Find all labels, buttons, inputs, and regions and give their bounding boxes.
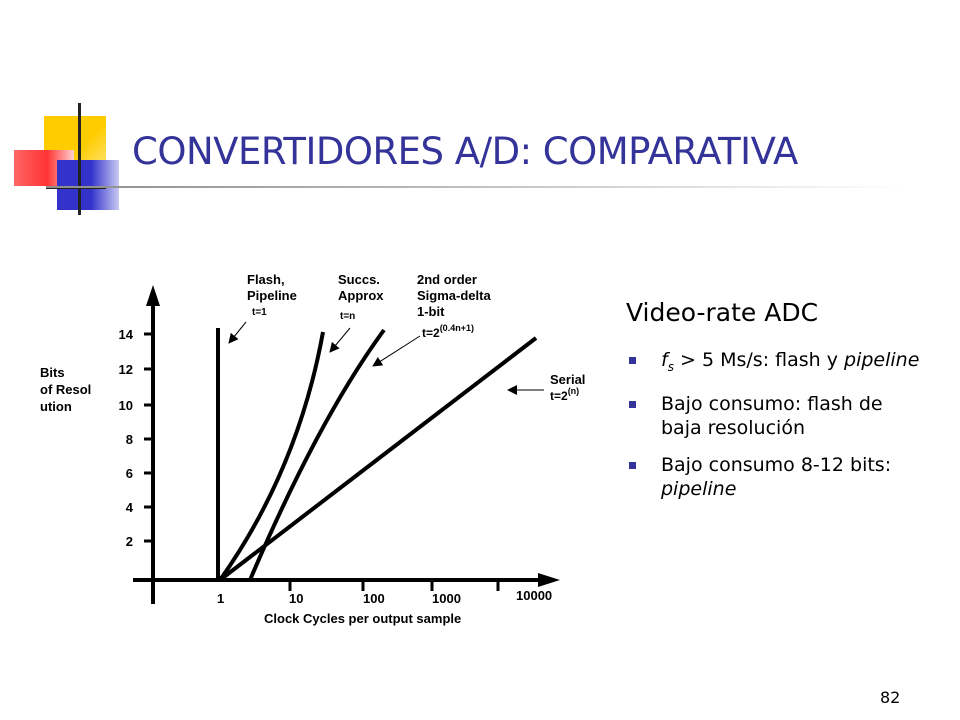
y-tick-label: 2 <box>126 534 133 549</box>
y-tick-label: 8 <box>126 432 133 447</box>
flash-label-line: Flash, <box>247 272 285 287</box>
sigma-delta-label-line: 2nd order <box>417 272 477 287</box>
sigma-delta-formula-base: t=2 <box>422 326 440 340</box>
serial-formula: t=2(n) <box>550 386 579 403</box>
decor-blue-square <box>57 160 119 210</box>
bullet-item: fs > 5 Ms/s: flash y pipeline <box>626 348 926 379</box>
bullet-square-icon <box>629 400 636 408</box>
flash-formula: t=1 <box>252 307 267 318</box>
sigma-delta-formula-exponent: (0.4n+1) <box>440 323 474 333</box>
y-tick-label: 14 <box>119 327 134 342</box>
sample-rate-subscript: s <box>668 360 674 374</box>
x-tick-label: 1 <box>217 591 224 606</box>
bullet-emphasis: pipeline <box>661 477 737 500</box>
serial-formula-exponent: (n) <box>568 386 580 396</box>
succs-approx-formula: t=n <box>340 311 355 322</box>
summary-bullet-list: fs > 5 Ms/s: flash y pipeline Bajo consu… <box>626 348 926 514</box>
x-tick-label: 10000 <box>516 588 552 603</box>
bullet-square-icon <box>629 461 636 469</box>
bullet-item: Bajo consumo: flash de baja resolución <box>626 392 926 440</box>
sigma-delta-curve <box>248 328 386 581</box>
y-axis-title-line: ution <box>40 399 72 414</box>
serial-label-line: Serial <box>550 372 585 387</box>
y-axis-title-line: Bits <box>40 365 65 380</box>
serial-formula-base: t=2 <box>550 389 568 403</box>
bullet-text: > 5 Ms/s: flash y <box>673 349 845 371</box>
y-tick-label: 10 <box>119 398 133 413</box>
sigma-delta-pointer-arrow <box>372 335 421 367</box>
bullet-square-icon <box>629 357 636 364</box>
decor-vertical-line <box>78 103 81 215</box>
y-axis-arrowhead <box>146 285 160 306</box>
bullet-text: Bajo consumo 8-12 bits: <box>661 453 892 476</box>
succs-approx-label-line: Approx <box>338 288 384 303</box>
y-axis-title-line: of Resol <box>40 382 91 397</box>
y-tick-label: 12 <box>119 362 133 377</box>
bullet-item: Bajo consumo 8-12 bits: pipeline <box>626 453 926 501</box>
sigma-delta-label-line: 1-bit <box>417 304 445 319</box>
slide-title: CONVERTIDORES A/D: COMPARATIVA <box>132 130 798 173</box>
summary-heading: Video-rate ADC <box>626 298 819 327</box>
serial-curve <box>218 336 538 582</box>
bullet-text: Bajo consumo: flash de baja resolución <box>661 392 883 439</box>
succs-approx-label-line: Succs. <box>338 272 380 287</box>
succs-approx-curve <box>218 331 325 582</box>
sample-rate-symbol: f <box>661 349 668 371</box>
title-underline <box>46 186 906 188</box>
sample-rate-subscript-text: s <box>667 359 674 374</box>
y-tick-label: 6 <box>126 466 133 481</box>
sigma-delta-formula: t=2(0.4n+1) <box>422 323 474 340</box>
page-number: 82 <box>880 688 901 707</box>
sigma-delta-label-line: Sigma-delta <box>417 288 491 303</box>
y-tick-label: 4 <box>126 500 134 515</box>
x-axis-arrowhead <box>538 573 560 587</box>
x-tick-label: 1000 <box>432 591 461 606</box>
flash-label-line: Pipeline <box>247 288 297 303</box>
succs-approx-pointer-arrow <box>329 327 351 353</box>
flash-pointer-arrow <box>228 321 247 344</box>
x-axis-title: Clock Cycles per output sample <box>264 611 461 626</box>
bullet-emphasis: pipeline <box>844 349 920 371</box>
x-tick-label: 10 <box>289 591 303 606</box>
x-tick-label: 100 <box>363 591 385 606</box>
